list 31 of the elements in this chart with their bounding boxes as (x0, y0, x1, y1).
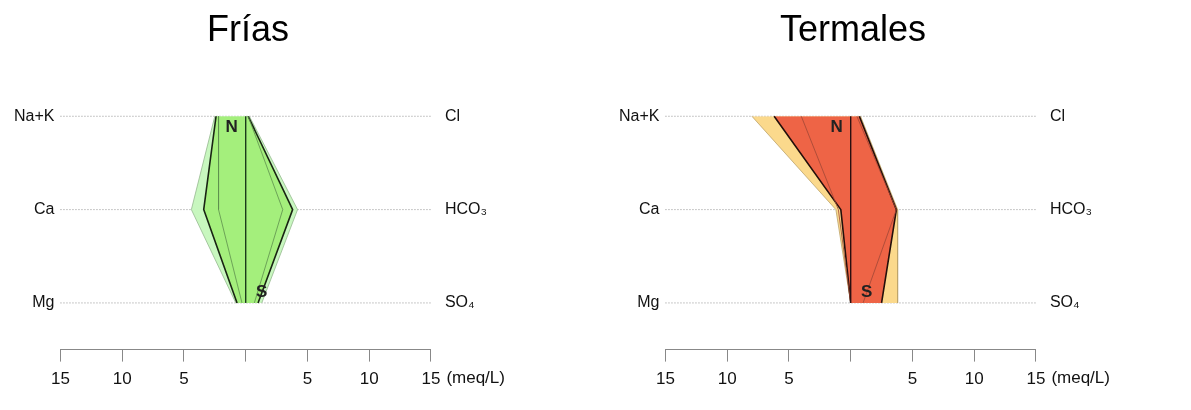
x-tick-label: 10 (964, 369, 984, 389)
chart-title: Frías (206, 8, 290, 51)
x-tick-label: 10 (359, 369, 379, 389)
y2-tick-label: HCO₃ (1049, 200, 1093, 218)
y2-tick-label: SO₄ (444, 293, 475, 311)
x-axis-title: (meq/L) (446, 367, 505, 387)
x-tick-label: 10 (717, 369, 737, 389)
y-tick-label: Na+K (14, 106, 55, 124)
x-tick-label: 5 (302, 369, 313, 389)
y2-tick-label: Cl (1049, 106, 1066, 124)
annotation: N (225, 117, 238, 137)
x-tick-label: 5 (907, 369, 918, 389)
x-tick-label: 15 (51, 369, 70, 389)
y-tick-label: Ca (639, 200, 660, 218)
y-tick-label: Ca (34, 200, 55, 218)
y-tick-label: Mg (32, 293, 55, 311)
y2-tick-label: HCO₃ (444, 200, 488, 218)
annotation: S (861, 282, 873, 302)
chart-title: Termales (778, 8, 927, 51)
annotation: N (830, 117, 843, 137)
x-tick-label: 5 (784, 369, 794, 389)
x-tick-label: 15 (656, 369, 675, 389)
y-tick-label: Na+K (619, 106, 660, 124)
y2-tick-label: SO₄ (1049, 293, 1080, 311)
x-tick-label: 15 (1026, 369, 1046, 389)
y2-tick-label: Cl (444, 106, 461, 124)
x-axis-title: (meq/L) (1051, 367, 1110, 387)
x-tick-label: 10 (112, 369, 132, 389)
x-tick-label: 15 (421, 369, 441, 389)
x-tick-label: 5 (179, 369, 189, 389)
y-tick-label: Mg (637, 293, 660, 311)
